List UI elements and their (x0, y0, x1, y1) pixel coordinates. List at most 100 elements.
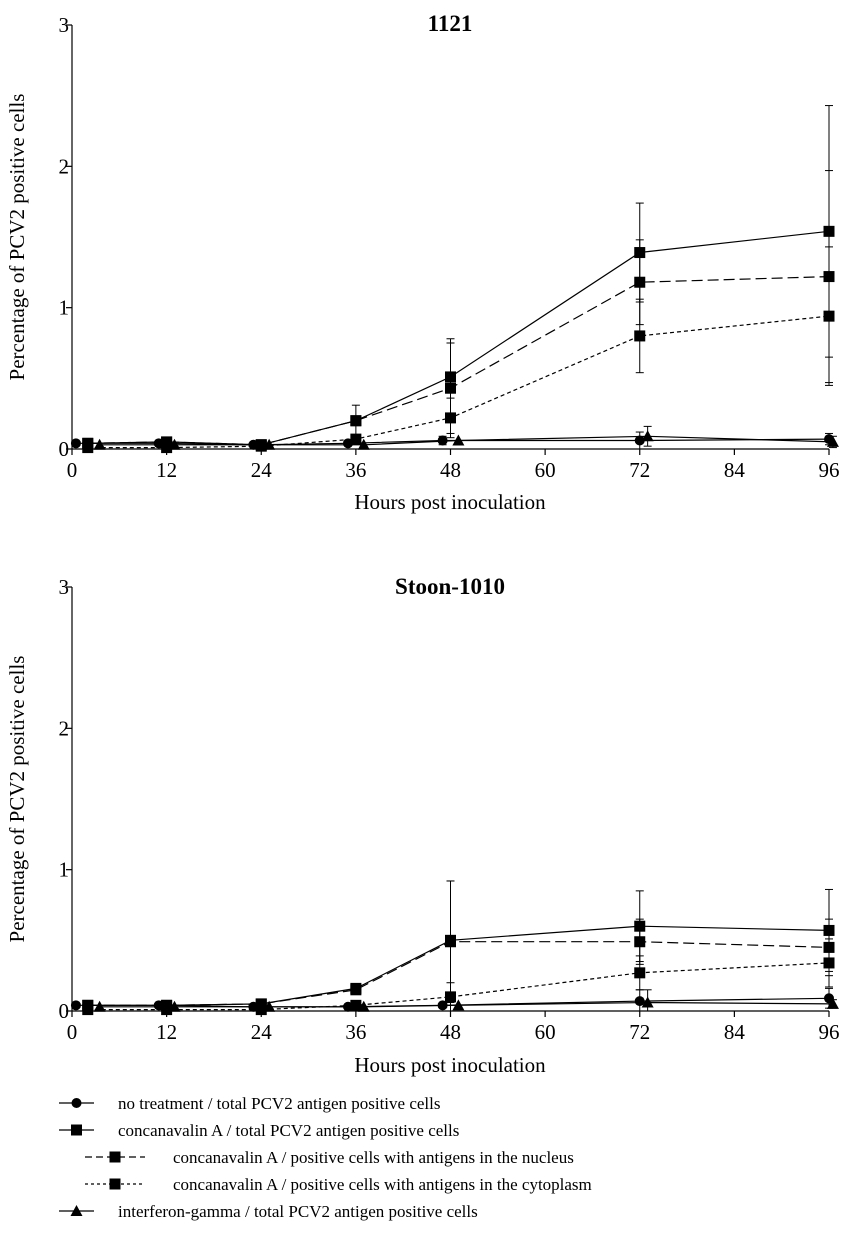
data-point-cona_total (445, 371, 456, 383)
series-line-nt (75, 438, 830, 446)
legend-label: interferon-gamma / total PCV2 antigen po… (118, 1202, 478, 1221)
y-tick-label: 3 (59, 575, 70, 599)
legend: no treatment / total PCV2 antigen positi… (59, 1094, 592, 1221)
legend-item-cona_nucleus: concanavalin A / positive cells with ant… (85, 1148, 574, 1167)
data-point-cona_cyto (823, 957, 835, 969)
data-point-cona_nucleus (161, 436, 173, 448)
series-line-cona_nucleus (87, 276, 830, 446)
series-line-cona_total (87, 925, 830, 1006)
data-point-cona_total (634, 920, 646, 932)
x-axis-label: Hours post inoculation (354, 490, 546, 514)
data-point-nt (634, 996, 645, 1007)
chart-panel-stoon-1010: Stoon-1010 Percentage of PCV2 positive c… (5, 574, 840, 1077)
x-tick-label: 12 (156, 458, 177, 482)
data-point-nt (70, 438, 81, 449)
y-tick-label: 0 (59, 437, 70, 461)
data-point-cona_total (823, 225, 835, 237)
data-point-cona_cyto (445, 412, 456, 424)
x-tick-label: 96 (819, 458, 840, 482)
legend-label: concanavalin A / positive cells with ant… (173, 1175, 592, 1194)
x-tick-label: 96 (819, 1020, 840, 1044)
data-point-cona_cyto (82, 1004, 94, 1016)
legend-marker-square (109, 1151, 121, 1163)
x-tick-label: 24 (251, 458, 273, 482)
y-tick-label: 1 (59, 858, 70, 882)
x-tick-label: 36 (345, 458, 366, 482)
x-tick-label: 12 (156, 1020, 177, 1044)
data-point-ifn (357, 1000, 370, 1012)
data-point-cona_cyto (350, 433, 362, 445)
y-tick-label: 0 (59, 999, 70, 1023)
data-point-ifn (263, 1000, 276, 1012)
x-tick-label: 72 (629, 1020, 650, 1044)
legend-label: no treatment / total PCV2 antigen positi… (118, 1094, 440, 1113)
data-point-ifn (93, 1000, 106, 1012)
data-point-cona_nucleus (634, 936, 646, 948)
series-markers (70, 920, 839, 1016)
data-point-nt (437, 435, 448, 446)
legend-item-cona_total: concanavalin A / total PCV2 antigen posi… (59, 1121, 459, 1140)
legend-marker-circle (71, 1098, 82, 1108)
data-point-cona_nucleus (445, 382, 456, 394)
data-point-ifn (452, 434, 465, 446)
data-point-ifn (826, 997, 839, 1009)
x-axis-label: Hours post inoculation (354, 1053, 546, 1077)
data-point-cona_cyto (445, 991, 456, 1003)
data-point-cona_nucleus (350, 415, 362, 427)
data-point-ifn (452, 999, 465, 1011)
data-point-cona_cyto (255, 1004, 267, 1016)
x-tick-label: 84 (724, 458, 746, 482)
x-tick-label: 48 (440, 458, 461, 482)
x-tick-label: 60 (535, 1020, 556, 1044)
data-point-ifn (168, 1000, 181, 1012)
data-point-cona_cyto (350, 999, 362, 1011)
y-tick-label: 3 (59, 13, 70, 37)
x-tick-label: 72 (629, 458, 650, 482)
data-point-cona_total (634, 247, 646, 259)
series-line-cona_cyto (87, 315, 830, 449)
chart-title: 1121 (428, 11, 473, 36)
legend-marker-triangle (70, 1205, 83, 1216)
x-tick-label: 48 (440, 1020, 461, 1044)
data-point-cona_nucleus (823, 271, 835, 283)
data-point-cona_cyto (255, 440, 267, 452)
legend-label: concanavalin A / positive cells with ant… (173, 1148, 574, 1167)
data-point-cona_cyto (634, 330, 646, 342)
x-tick-label: 0 (67, 458, 78, 482)
data-point-cona_cyto (161, 1004, 173, 1016)
x-tick-label: 36 (345, 1020, 366, 1044)
data-point-ifn (641, 430, 654, 442)
legend-item-nt: no treatment / total PCV2 antigen positi… (59, 1094, 440, 1113)
data-point-cona_cyto (161, 442, 173, 454)
legend-label: concanavalin A / total PCV2 antigen posi… (118, 1121, 459, 1140)
y-tick-label: 2 (59, 154, 70, 178)
data-point-cona_total (823, 924, 835, 936)
data-point-cona_cyto (823, 310, 835, 322)
data-point-ifn (826, 435, 839, 447)
data-point-cona_nucleus (445, 936, 456, 948)
data-point-ifn (168, 438, 181, 450)
data-point-nt (70, 1000, 81, 1011)
data-point-ifn (357, 438, 370, 450)
legend-item-cona_cyto: concanavalin A / positive cells with ant… (85, 1175, 592, 1194)
x-tick-label: 24 (251, 1020, 273, 1044)
series-line-cona_total (87, 230, 830, 446)
data-point-cona_cyto (82, 442, 94, 454)
y-axis-label: Percentage of PCV2 positive cells (5, 656, 29, 943)
data-point-nt (634, 435, 645, 446)
y-tick-label: 2 (59, 716, 70, 740)
data-point-ifn (263, 438, 276, 450)
data-point-cona_nucleus (350, 984, 362, 996)
data-point-cona_cyto (634, 967, 646, 979)
chart-title: Stoon-1010 (395, 574, 505, 599)
data-point-ifn (93, 438, 106, 450)
data-point-cona_nucleus (823, 941, 835, 953)
legend-marker-square (109, 1178, 121, 1190)
data-point-nt (437, 1000, 448, 1011)
legend-item-ifn: interferon-gamma / total PCV2 antigen po… (59, 1202, 478, 1221)
x-tick-label: 84 (724, 1020, 746, 1044)
chart-panel-1121: 1121 Percentage of PCV2 positive cells H… (5, 11, 840, 514)
data-point-cona_nucleus (255, 998, 267, 1010)
